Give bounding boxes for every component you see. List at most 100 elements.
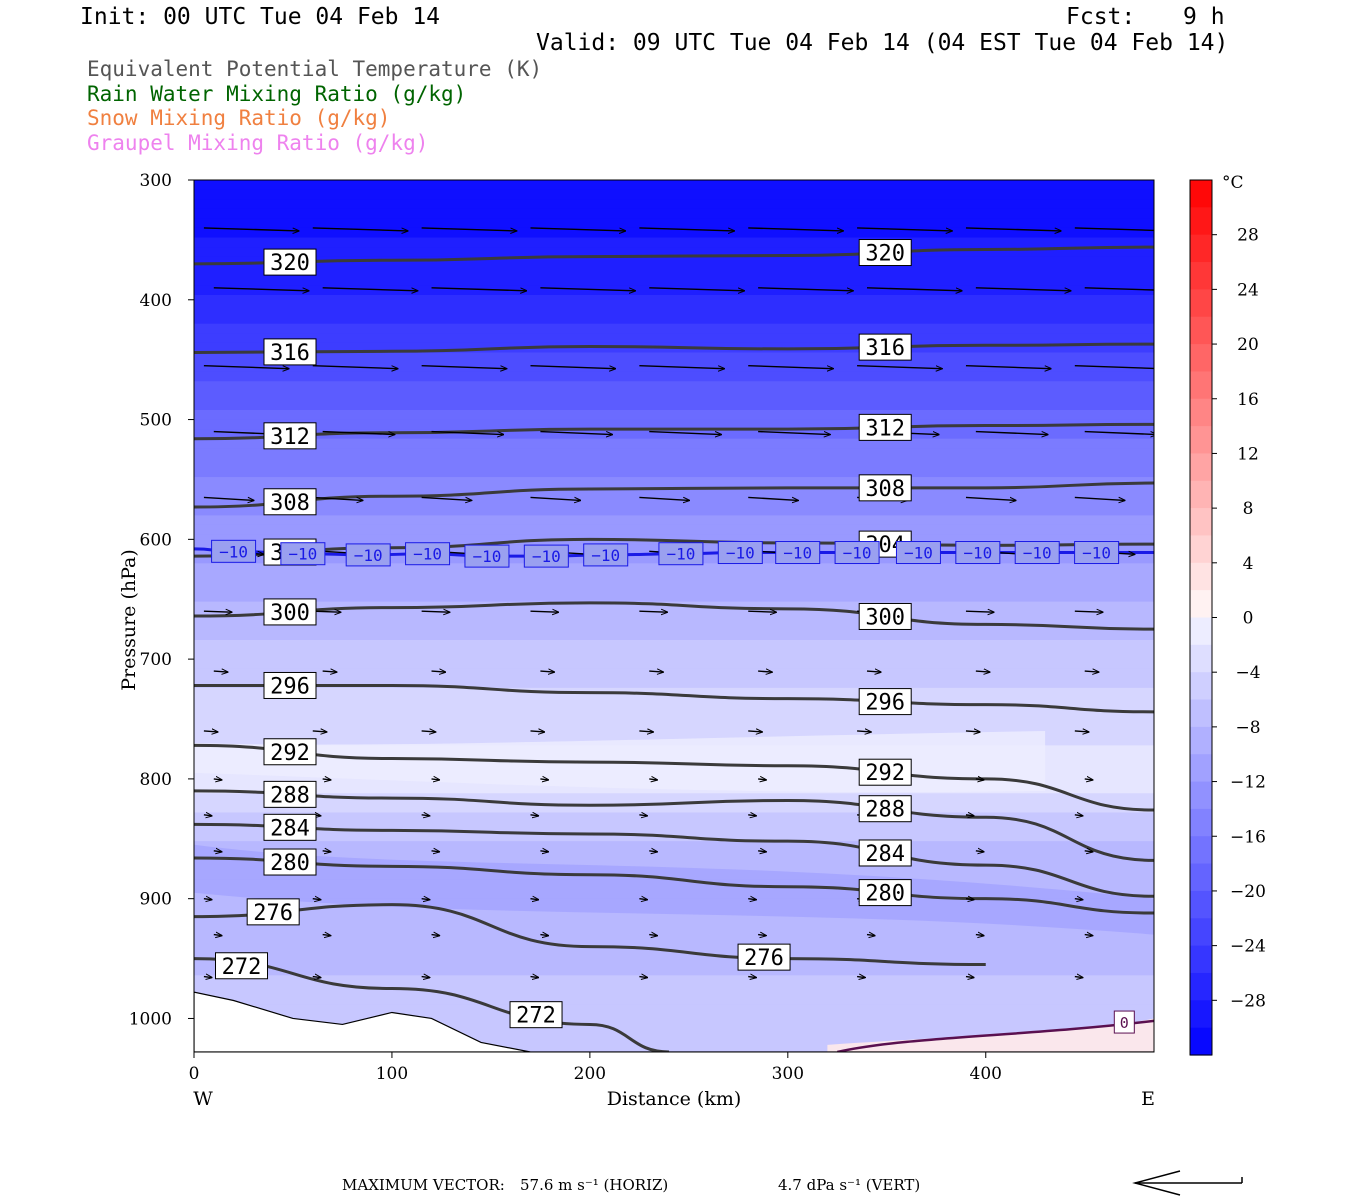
field-band <box>194 697 1154 708</box>
wind-vector <box>421 899 430 900</box>
field-band <box>194 448 1154 459</box>
wind-vector <box>639 227 734 231</box>
theta-e-label-box <box>858 688 912 716</box>
wind-vector <box>421 731 436 732</box>
wind-vector <box>540 935 548 936</box>
field-band <box>194 793 1154 804</box>
theta-e-label-box <box>737 943 791 971</box>
field-band <box>194 180 1154 191</box>
wind-vector <box>649 671 663 672</box>
theta-e-contour-296 <box>194 683 1154 714</box>
field-band <box>194 266 1154 277</box>
colorbar-segment <box>1190 453 1212 482</box>
cross-section-chart: 3203203163163123123083083043043003002962… <box>118 171 1266 1110</box>
wind-vector <box>312 496 363 500</box>
wind-vector <box>322 851 331 852</box>
colorbar-unit: °C <box>1222 173 1244 193</box>
isotherm-label-box <box>955 541 1001 565</box>
colorbar-segment <box>1190 863 1212 892</box>
wind-vector <box>540 779 548 780</box>
legend-rain-water: Rain Water Mixing Ratio (g/kg) <box>87 82 467 106</box>
theta-e-label-box <box>263 598 317 626</box>
wind-vector <box>213 851 222 852</box>
field-band <box>194 812 1154 823</box>
y-axis-label: Pressure (hPa) <box>118 549 140 691</box>
field-band <box>194 1023 1154 1034</box>
wind-vector <box>748 815 756 816</box>
wind-vector <box>975 430 1048 435</box>
wind-vector <box>203 899 212 900</box>
field-band <box>194 678 1154 689</box>
colorbar-segment <box>1190 754 1212 783</box>
wind-vector <box>421 977 430 978</box>
theta-e-label-272: 272 <box>516 1004 556 1029</box>
wind-vector <box>431 779 440 780</box>
wind-vector <box>530 977 538 978</box>
wind-vector <box>1074 899 1083 900</box>
colorbar-segment <box>1190 398 1212 427</box>
axes: 300 400 500 600 700 800 900 1000 0 100 200 300 400 <box>129 171 1002 1084</box>
init-time: Init: 00 UTC Tue 04 Feb 14 <box>80 4 441 30</box>
theta-e-label-296: 296 <box>270 674 310 699</box>
isotherm-label: −10 <box>843 544 872 563</box>
field-band <box>194 601 1154 612</box>
isotherm-label-box <box>405 542 451 566</box>
wind-vector <box>213 671 228 672</box>
isotherm-label: −10 <box>726 544 755 563</box>
field-band <box>194 860 1154 871</box>
isotherm-label-box <box>280 542 326 566</box>
y-tick-label: 600 <box>140 530 172 550</box>
field-band <box>194 400 1154 411</box>
wind-vector <box>213 779 222 780</box>
wind-vector <box>540 287 635 291</box>
theta-e-label-292: 292 <box>270 741 310 766</box>
theta-e-label-296: 296 <box>865 691 905 716</box>
colorbar-segment <box>1190 562 1212 591</box>
isotherm-label: −10 <box>904 544 933 563</box>
wind-vector <box>312 977 321 978</box>
max-vector-horiz: 57.6 m s⁻¹ (HORIZ) <box>520 1176 669 1194</box>
theta-e-label-316: 316 <box>270 341 310 366</box>
valid-time: Valid: 09 UTC Tue 04 Feb 14 (04 EST Tue … <box>536 30 1229 56</box>
field-band <box>194 256 1154 267</box>
wind-vector <box>322 935 331 936</box>
y-tick-label: 400 <box>140 291 172 311</box>
field-band <box>194 687 1154 699</box>
theta-e-contour-288 <box>194 789 1154 862</box>
wind-vector <box>203 731 218 732</box>
colorbar-tick-label: −28 <box>1230 991 1266 1011</box>
wind-vector <box>431 935 440 936</box>
wind-vector <box>312 899 321 900</box>
wind-vector <box>965 227 1061 231</box>
wind-vector <box>203 227 299 231</box>
wind-vector <box>639 496 689 500</box>
colorbar-segment <box>1190 918 1212 947</box>
graupel-label: 0 <box>1120 1014 1129 1032</box>
theta-e-label-box <box>858 333 912 361</box>
wind-vector <box>1074 364 1154 369</box>
theta-e-label-box <box>263 671 317 699</box>
wind-vector <box>649 430 721 435</box>
colorbar-tick-label: 4 <box>1243 554 1254 574</box>
x-axis-label: Distance (km) <box>607 1088 742 1110</box>
wind-vector <box>312 227 408 231</box>
y-tick-label: 900 <box>140 890 172 910</box>
field-band <box>194 659 1154 670</box>
field-band <box>194 496 1154 507</box>
field-band <box>194 802 1154 814</box>
theta-e-label-316: 316 <box>865 336 905 361</box>
field-band <box>194 965 1154 976</box>
wind-vector <box>649 935 657 936</box>
wind-vector <box>1084 287 1154 291</box>
wind-vector <box>965 611 994 612</box>
wind-vector <box>421 364 507 369</box>
theta-e-label-308: 308 <box>865 477 905 502</box>
theta-e-label-box <box>858 758 912 786</box>
legend-graupel: Graupel Mixing Ratio (g/kg) <box>87 131 429 155</box>
theta-e-label-box <box>858 602 912 630</box>
theta-e-label-284: 284 <box>270 816 310 841</box>
colorbar-tick-label: −4 <box>1235 663 1260 683</box>
field-band <box>194 189 1154 200</box>
wind-vector <box>639 977 647 978</box>
wind-vector <box>649 779 657 780</box>
